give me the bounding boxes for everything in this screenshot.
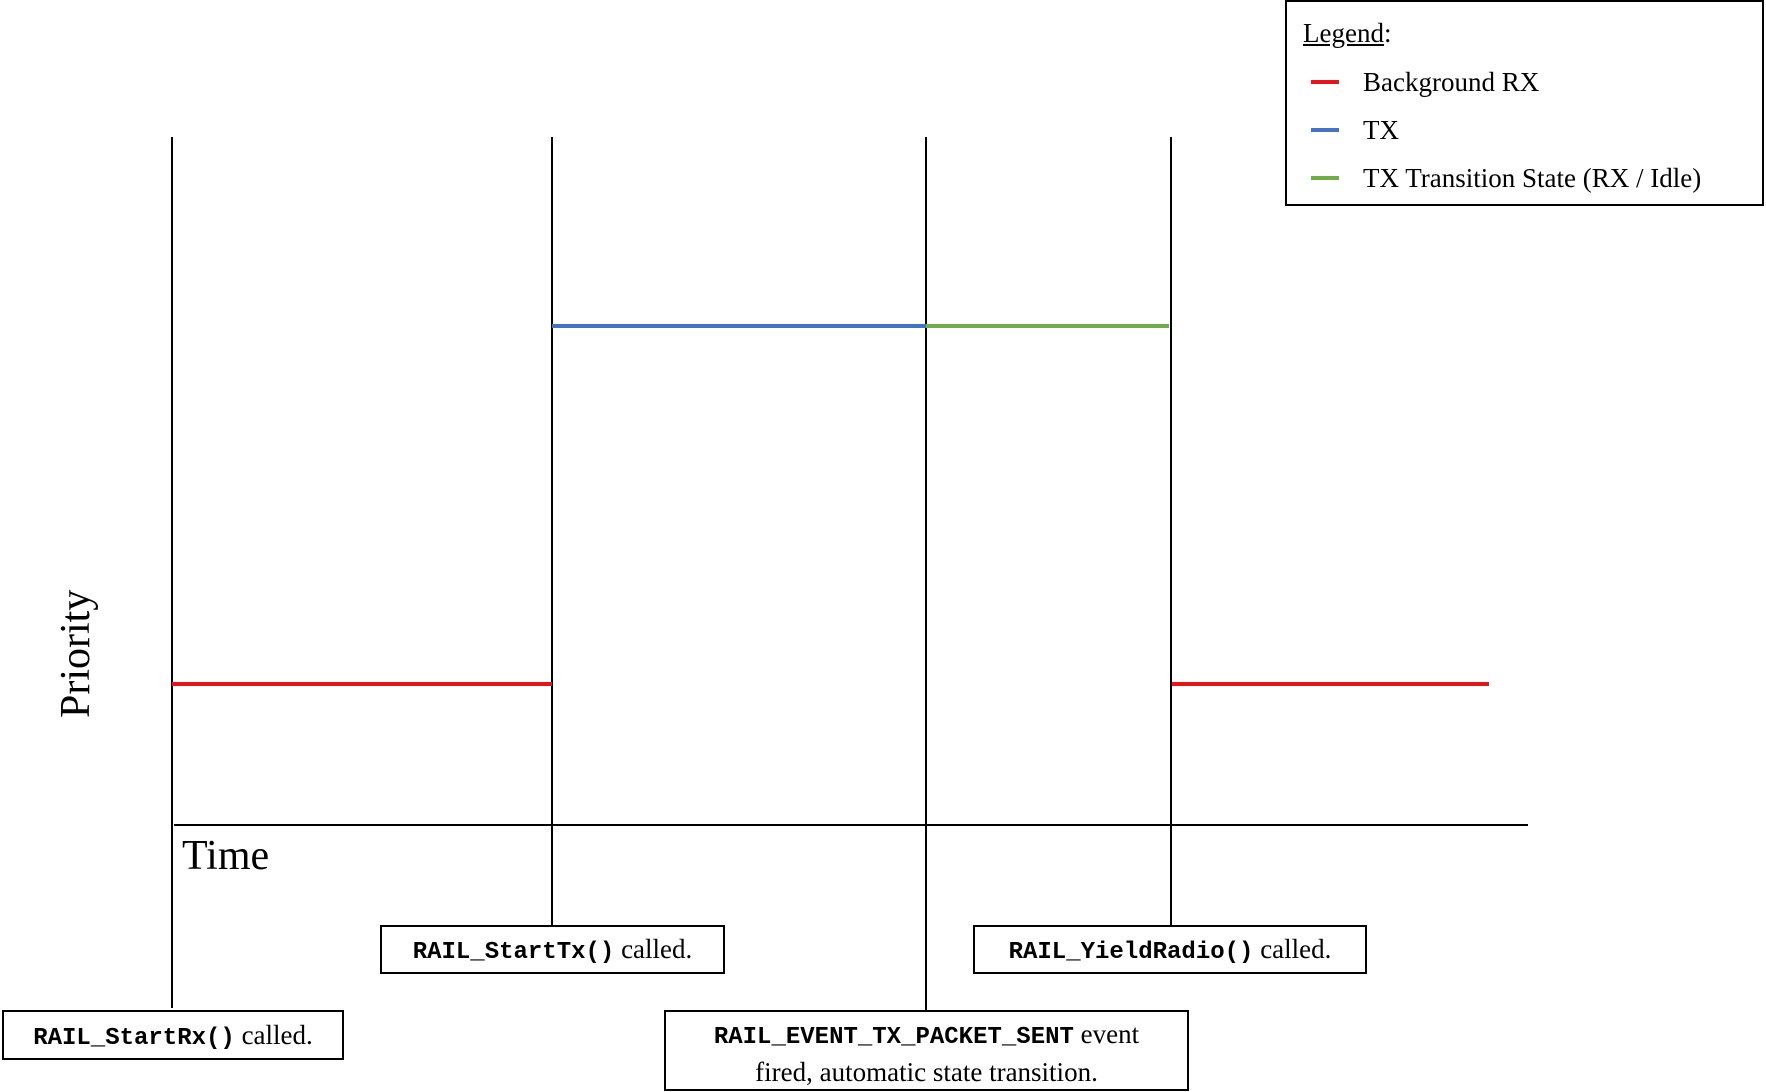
- legend-item-tx-transition: TX Transition State (RX / Idle): [1311, 158, 1701, 198]
- callout-yield-radio-code: RAIL_YieldRadio(): [1008, 939, 1254, 966]
- legend-title-colon: :: [1383, 18, 1392, 48]
- legend-title: Legend:: [1303, 18, 1391, 49]
- callout-packet-sent: RAIL_EVENT_TX_PACKET_SENT event fired, a…: [664, 1010, 1189, 1091]
- callout-start-rx: RAIL_StartRx() called.: [2, 1010, 344, 1060]
- callout-packet-sent-line2: fired, automatic state transition.: [755, 1057, 1098, 1087]
- legend-label-tx: TX: [1363, 114, 1399, 145]
- callout-start-rx-text: called.: [234, 1020, 313, 1050]
- callout-start-tx: RAIL_StartTx() called.: [380, 925, 725, 974]
- callout-start-rx-code: RAIL_StartRx(): [33, 1025, 235, 1052]
- x-axis-label: Time: [182, 833, 270, 879]
- legend-swatch-tx: [1311, 128, 1339, 132]
- legend-item-background-rx: Background RX: [1311, 62, 1539, 102]
- callout-packet-sent-text1: event: [1073, 1019, 1140, 1049]
- callout-packet-sent-code: RAIL_EVENT_TX_PACKET_SENT: [713, 1024, 1074, 1051]
- legend-title-text: Legend: [1303, 18, 1384, 48]
- y-axis-label: Priority: [53, 589, 99, 718]
- legend-item-tx: TX: [1311, 110, 1399, 150]
- callout-yield-radio: RAIL_YieldRadio() called.: [973, 925, 1367, 974]
- callout-yield-radio-text: called.: [1253, 934, 1332, 964]
- legend-swatch-background-rx: [1311, 80, 1339, 84]
- callout-start-tx-code: RAIL_StartTx(): [412, 939, 615, 966]
- callout-packet-sent-line1: RAIL_EVENT_TX_PACKET_SENT event: [666, 1017, 1187, 1055]
- legend: Legend: Background RX TX TX Transition S…: [1285, 0, 1764, 206]
- legend-label-tx-transition: TX Transition State (RX / Idle): [1363, 162, 1702, 193]
- legend-label-background-rx: Background RX: [1363, 66, 1540, 97]
- legend-swatch-tx-transition: [1311, 176, 1339, 180]
- callout-start-tx-text: called.: [614, 934, 693, 964]
